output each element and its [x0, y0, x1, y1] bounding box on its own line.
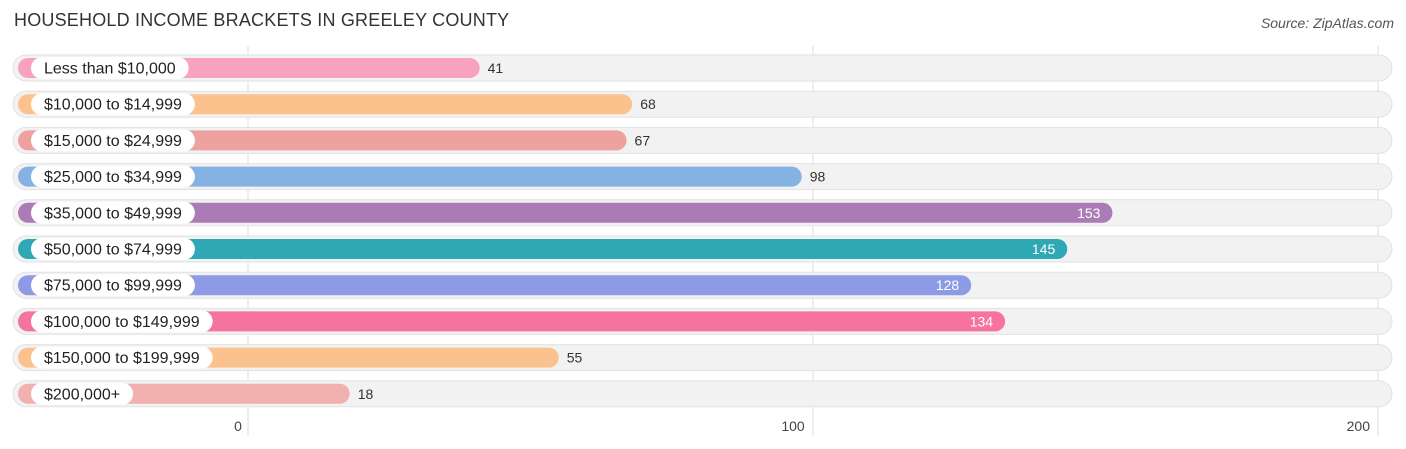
category-pill	[31, 165, 195, 188]
source-credit: Source: ZipAtlas.com	[1260, 15, 1394, 31]
tick-label: 0	[234, 418, 242, 434]
category-pill	[31, 129, 195, 152]
category-label: $25,000 to $34,999	[44, 169, 182, 186]
category-pill	[31, 57, 189, 79]
bar-track	[12, 380, 1393, 408]
value-label: 68	[640, 96, 656, 112]
bar	[18, 311, 1006, 332]
value-label: 55	[567, 350, 583, 366]
category-label: $150,000 to $199,999	[44, 350, 200, 367]
bar	[18, 202, 1113, 223]
tick-label: 200	[1347, 418, 1371, 434]
value-label: 18	[358, 386, 374, 402]
category-label: $15,000 to $24,999	[44, 133, 182, 150]
category-pill	[31, 201, 195, 224]
chart-title: HOUSEHOLD INCOME BRACKETS IN GREELEY COU…	[14, 10, 510, 30]
category-pill	[31, 238, 195, 260]
value-label: 145	[1032, 241, 1056, 257]
value-label: 98	[810, 169, 826, 185]
value-label: 153	[1077, 205, 1101, 221]
bar	[18, 239, 1068, 259]
value-label: 128	[936, 277, 960, 293]
value-label: 41	[488, 60, 504, 76]
category-pill	[31, 346, 213, 369]
category-label: $100,000 to $149,999	[44, 314, 200, 331]
bar	[18, 275, 972, 296]
value-label: 134	[970, 313, 994, 329]
category-pill	[31, 93, 195, 116]
tick-label: 100	[781, 418, 805, 434]
bar	[18, 166, 802, 187]
value-label: 67	[635, 132, 651, 148]
category-pill	[31, 310, 213, 333]
category-label: $10,000 to $14,999	[44, 97, 182, 114]
category-label: $35,000 to $49,999	[44, 205, 182, 222]
category-pill	[31, 382, 134, 405]
category-label: $75,000 to $99,999	[44, 278, 182, 295]
category-label: $200,000+	[44, 386, 120, 403]
category-label: Less than $10,000	[44, 61, 176, 78]
category-label: $50,000 to $74,999	[44, 242, 182, 259]
category-pill	[31, 274, 195, 297]
